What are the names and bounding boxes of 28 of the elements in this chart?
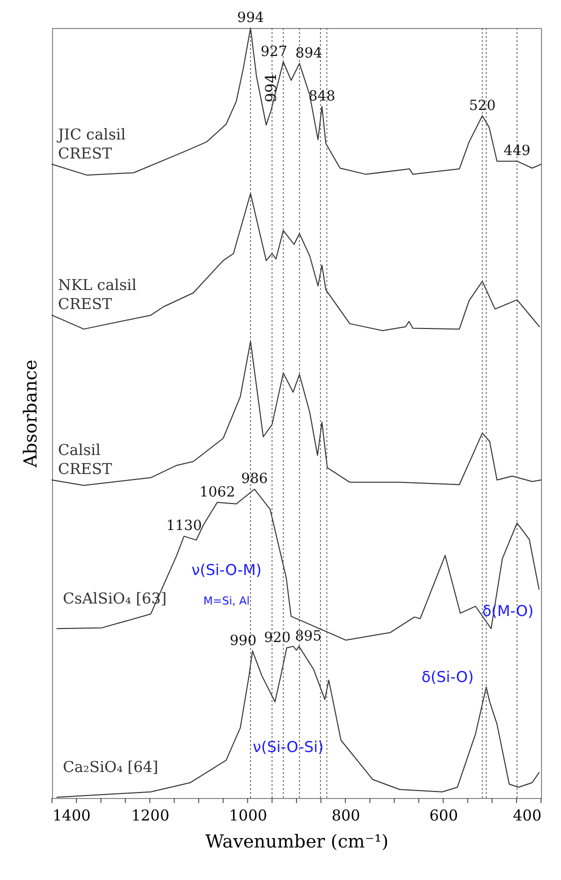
annotation: ν(Si-O-M): [191, 561, 262, 580]
x-tick-label: 1400: [52, 806, 91, 824]
x-tick-label: 400: [512, 806, 542, 824]
series-label: Calsil CREST: [58, 440, 112, 478]
annotation: 986: [241, 471, 268, 488]
series-label: Ca₂SiO₄ [64]: [62, 758, 158, 776]
annotation: 994: [262, 74, 280, 102]
annotation: 1062: [199, 484, 236, 500]
series-label: JIC calsil CREST: [56, 125, 126, 162]
annotation: ν(Si-O-Si): [252, 738, 324, 756]
x-tick-label: 1000: [229, 806, 268, 824]
annotation: δ(Si-O): [421, 668, 474, 686]
annotation: 894: [295, 45, 322, 62]
annotation: 994: [237, 10, 264, 26]
annotation: 920: [264, 630, 291, 646]
annotation: 990: [230, 632, 256, 649]
annotation: 1130: [166, 518, 202, 534]
annotation: 449: [504, 143, 530, 160]
x-axis-title: Wavenumber (cm⁻¹): [205, 832, 389, 852]
annotation: 895: [294, 628, 322, 644]
x-tick-label: 800: [332, 806, 360, 824]
annotation: M=Si, Al: [203, 594, 250, 608]
annotation: 520: [468, 98, 496, 114]
x-tick-label: 1200: [131, 806, 170, 824]
series-label: NKL calsil CREST: [58, 276, 137, 314]
x-tick-label: 600: [429, 806, 458, 824]
y-axis-title: Absorbance: [20, 360, 42, 468]
annotation: 927: [260, 44, 288, 60]
